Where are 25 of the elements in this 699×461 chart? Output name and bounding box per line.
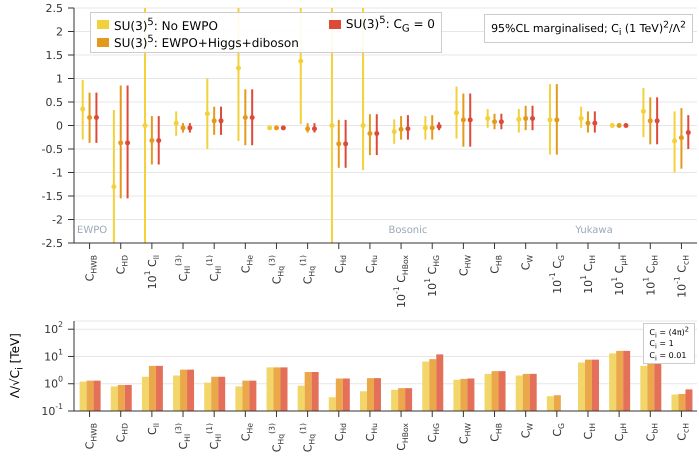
annotation: C$_{i}$ = 1	[649, 339, 674, 351]
y-tick-label: -1	[52, 166, 63, 179]
y-tick-label: 0.5	[46, 96, 63, 108]
y-tick-label: 2.5	[46, 2, 63, 14]
y-tick-label: -2	[52, 213, 63, 226]
legend-label: SU(3)$^{5}$: No EWPO	[114, 16, 218, 33]
annotation: C$_{i}$ = (4π)$^{2}$	[649, 325, 689, 340]
y-tick-label: 1.5	[46, 48, 63, 62]
annotation: 95%CL marginalised; C$_{i}$ (1 TeV)$^{2}$/Λ$^{2}$	[491, 19, 686, 38]
y-tick-label: -0.5	[42, 142, 63, 156]
y-tick-label: -1.5	[42, 190, 63, 202]
annotation: EWPO	[77, 225, 108, 236]
y-tick-label: 1	[56, 72, 63, 85]
y-tick-label: -2.5	[42, 236, 63, 250]
y-tick-label: 10$^{-1}$	[41, 402, 64, 418]
y-tick-label: 0	[56, 119, 63, 132]
legend-label: SU(3)$^{5}$: C$_{G}$ = 0	[346, 15, 435, 34]
legend-label: SU(3)$^{5}$: EWPO+Higgs+diboson	[114, 34, 299, 50]
annotation: C$_{i}$ = 0.01	[649, 350, 686, 362]
y-tick-label: 10$^{0}$	[44, 374, 64, 390]
annotation: Yukawa	[575, 225, 613, 236]
y-tick-label: 2	[56, 25, 63, 38]
annotation: Bosonic	[388, 225, 428, 236]
y-tick-label: 10$^{1}$	[44, 347, 64, 363]
y-tick-label: 10$^{2}$	[44, 320, 64, 336]
